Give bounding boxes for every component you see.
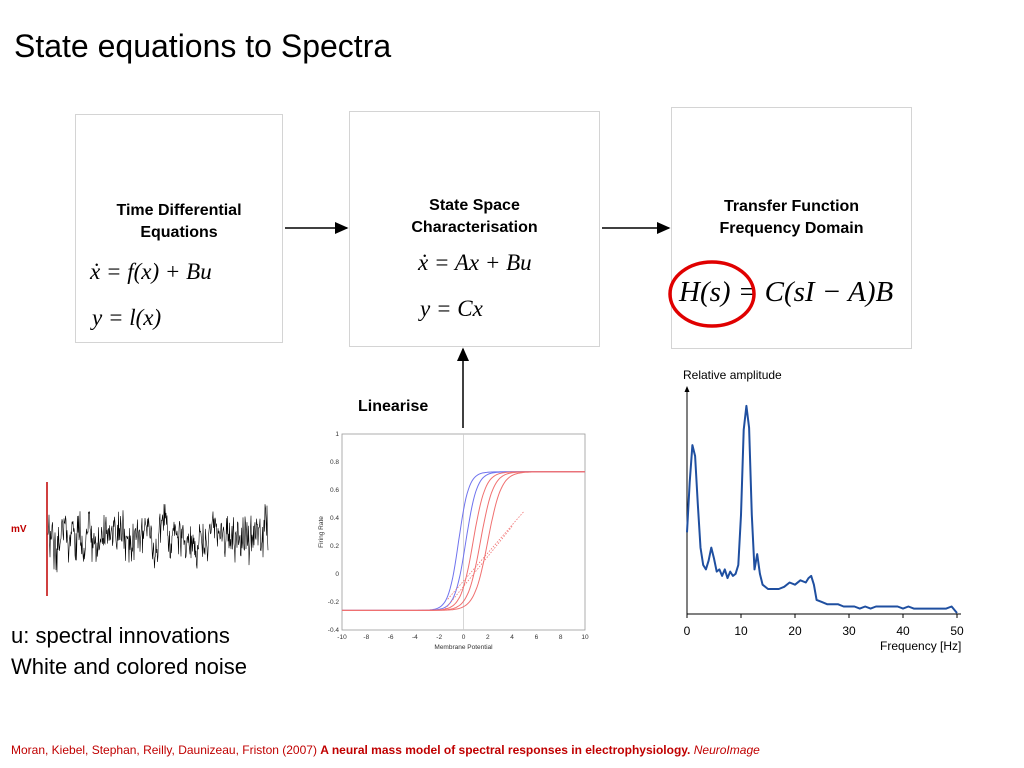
sigmoid-chart: -10 -8 -6 -4 -2 0 2 4 6 8 10 -0.4 -0.2 0 0.2 0.4 0.6 0.8 1…	[318, 431, 589, 651]
sigmoid-tangent	[447, 510, 525, 600]
sigmoid-xtick-label: 8	[559, 634, 563, 641]
time-differential-title-line1: Time Differential	[116, 202, 242, 219]
sigmoid-xtick-label: 2	[486, 634, 490, 641]
page-title: State equations to Spectra	[14, 28, 392, 64]
sigmoid-ytick-label: 0.6	[330, 487, 339, 494]
sigmoid-ytick-label: -0.2	[328, 599, 340, 606]
time-differential-box: Time Differential Equations ẋ = f(x) + B…	[75, 114, 283, 343]
noise-caption: u: spectral innovations White and colore…	[11, 620, 247, 682]
state-space-eq2: y = Cx	[420, 296, 483, 321]
sigmoid-xtick-label: 4	[510, 634, 514, 641]
time-differential-eq1: ẋ = f(x) + Bu	[90, 259, 212, 284]
sigmoid-xtick-label: -10	[337, 634, 347, 641]
spectrum-xtick-label: 10	[734, 624, 748, 638]
transfer-function-title-line1: Transfer Function	[723, 198, 860, 215]
sigmoid-xtick-label: -4	[412, 634, 418, 641]
mv-axis-label: mV	[11, 524, 27, 535]
citation-authors: Moran, Kiebel, Stephan, Reilly, Daunizea…	[11, 743, 317, 757]
spectrum-ylabel: Relative amplitude	[683, 368, 782, 382]
time-differential-title-line2: Equations	[140, 224, 218, 241]
sigmoid-ytick-label: 0.2	[330, 543, 339, 550]
spectrum-xtick-label: 20	[788, 624, 802, 638]
noise-caption-line1: u: spectral innovations	[11, 623, 230, 648]
sigmoid-ytick-label: 1	[335, 431, 339, 438]
citation: Moran, Kiebel, Stephan, Reilly, Daunizea…	[11, 743, 760, 757]
sigmoid-xtick-label: 6	[535, 634, 539, 641]
sigmoid-xtick-label: -8	[363, 634, 369, 641]
state-space-eq1: ẋ = Ax + Bu	[418, 250, 532, 275]
spectrum-line	[686, 404, 958, 614]
spectrum-xtick-label: 0	[684, 624, 691, 638]
citation-journal: NeuroImage	[693, 743, 760, 757]
sigmoid-xtick-label: 0	[462, 634, 466, 641]
sigmoid-xlabel: Membrane Potential	[434, 644, 493, 651]
highlight-circle	[668, 260, 756, 328]
sigmoid-ytick-label: 0.8	[330, 459, 339, 466]
time-differential-eq2: y = l(x)	[92, 305, 162, 330]
spectrum-xtick-label: 40	[896, 624, 910, 638]
noise-signal	[47, 504, 269, 573]
transfer-function-title-line2: Frequency Domain	[719, 220, 864, 237]
sigmoid-xtick-label: 10	[581, 634, 589, 641]
spectrum-xtick-label: 50	[950, 624, 964, 638]
citation-title: A neural mass model of spectral response…	[320, 743, 691, 757]
state-space-title-line1: State Space	[429, 197, 520, 214]
transfer-function-eq: H(s) = C(sI − A)B	[679, 276, 894, 308]
sigmoid-xtick-label: -2	[436, 634, 442, 641]
spectrum-xlabel: Frequency [Hz]	[880, 639, 962, 653]
noise-trace	[46, 482, 269, 596]
noise-caption-line2: White and colored noise	[11, 654, 248, 679]
sigmoid-xtick-label: -6	[388, 634, 394, 641]
transfer-function-box: Transfer Function Frequency Domain H(s) …	[671, 107, 912, 349]
sigmoid-ytick-label: 0.4	[330, 515, 339, 522]
sigmoid-curve	[342, 471, 585, 611]
state-space-box: State Space Characterisation ẋ = Ax + Bu…	[349, 111, 600, 347]
spectrum-xtick-label: 30	[842, 624, 856, 638]
linearise-label: Linearise	[358, 398, 429, 415]
sigmoid-ytick-label: 0	[335, 571, 339, 578]
sigmoid-ylabel: Firing Rate	[318, 516, 325, 548]
state-space-title-line2: Characterisation	[411, 219, 538, 236]
spectrum-y-arrow	[684, 386, 690, 392]
sigmoid-ytick-label: -0.4	[328, 627, 340, 634]
